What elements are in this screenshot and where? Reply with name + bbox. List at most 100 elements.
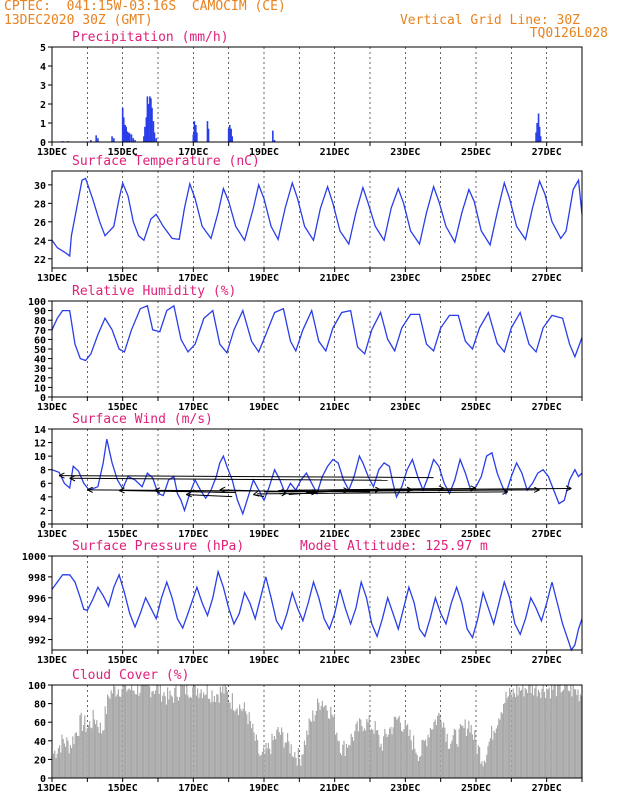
y-tick-label: 10 [34,383,46,394]
wind-vector [256,491,508,495]
cloud-bar [108,696,110,778]
cloud-bar [67,740,69,778]
x-tick-label: 17DEC [178,402,208,413]
cloud-bar [197,688,199,778]
cloud-bar [429,727,431,778]
precip-bar [231,136,233,142]
x-tick-label: 17DEC [178,273,208,284]
cloud-bar [515,696,517,778]
cloud-bar [150,697,152,778]
cloud-bar [461,725,463,778]
cloud-bar [499,719,501,778]
cloud-bar [558,685,560,778]
cloud-bar [531,685,533,778]
cloud-bar [146,685,148,778]
cloud-bar [206,685,208,778]
cloud-bar [525,689,527,778]
cloud-bar [171,696,173,778]
wind-vector-head [502,491,509,495]
x-tick-label: 23DEC [390,402,420,413]
cloud-bar [353,740,355,778]
cloud-bar [265,742,267,778]
cloud-bar [534,688,536,778]
cloud-bar [471,734,473,778]
cloud-bar [557,685,559,778]
precip-bar [122,117,125,142]
x-tick-label: 27DEC [532,273,562,284]
y-tick-label: 10 [34,452,46,463]
cloud-bar [269,748,271,778]
cloud-bar [126,691,128,778]
precip-bar [227,128,230,142]
wind-vector-head [69,477,76,482]
cloud-bar [483,760,485,778]
cloud-bar [425,739,427,778]
cloud-bar [497,725,499,778]
cloud-bar [193,685,195,778]
y-tick-label: 60 [34,335,46,346]
y-tick-label: 5 [40,43,46,54]
precip-bar [228,124,231,142]
cloud-bar [387,734,389,778]
precip-bar [537,113,540,142]
cloud-bar [54,750,56,778]
cloud-bar [344,755,346,778]
cloud-bar [157,685,159,778]
cloud-bar [329,719,331,778]
cloud-bar [491,725,493,778]
cloud-bar [247,724,249,778]
cloud-bar [319,709,321,778]
cloud-bar [182,685,184,778]
panel-precip: 0 1 2 3 4 5 13DEC 15DEC 17DEC 19DEC 21DEC 23DEC 25DE… [37,30,583,158]
cloud-bar [576,694,578,778]
precip-bar [195,124,197,142]
cloud-bar [235,709,237,778]
cloud-bar [222,686,224,778]
precip-bar [95,135,97,142]
y-tick-label: 26 [34,218,46,229]
cloud-bar [355,724,357,778]
precip-bar [153,132,156,142]
wind-series-line [51,439,583,516]
cloud-bar [401,730,403,778]
cloud-bar [55,758,57,778]
cloud-bar [343,740,345,778]
cloud-bar [236,708,238,778]
cloud-bar [420,755,422,778]
cloud-bar [489,738,491,778]
cloud-bar [66,737,68,778]
cloud-bar [173,702,175,778]
cloud-bar [554,685,556,778]
cloud-bar [404,720,406,778]
wind-vector [154,490,229,493]
cloud-bar [128,688,130,778]
cloud-bar [57,748,59,778]
cloud-bar [383,736,385,778]
wind-title: Surface Wind (m/s) [72,412,213,427]
cloud-bar [560,692,562,778]
cloud-bar [535,685,537,778]
cloud-bar [561,691,563,778]
y-tick-label: 3 [40,81,46,92]
y-tick-label: 60 [34,718,46,729]
y-tick-label: 4 [40,493,46,504]
cloud-bar [285,742,287,778]
cloud-bar [411,749,413,778]
cloud-bar [433,722,435,778]
cloud-bar [272,740,274,778]
cloud-bar [493,730,495,778]
cloud-bar [198,697,200,778]
cloud-bar [318,702,320,778]
cloud-bar [194,685,196,778]
cloud-bar [559,685,561,778]
x-tick-label: 23DEC [390,273,420,284]
cloud-bar [326,710,328,778]
precip-title: Precipitation (mm/h) [72,30,229,45]
cloud-bar [71,747,73,778]
wind-vector-head [58,475,65,479]
cloud-bar [158,694,160,778]
x-tick-label: 23DEC [390,783,420,794]
cloud-bar [180,685,182,778]
cloud-bar [259,755,261,778]
